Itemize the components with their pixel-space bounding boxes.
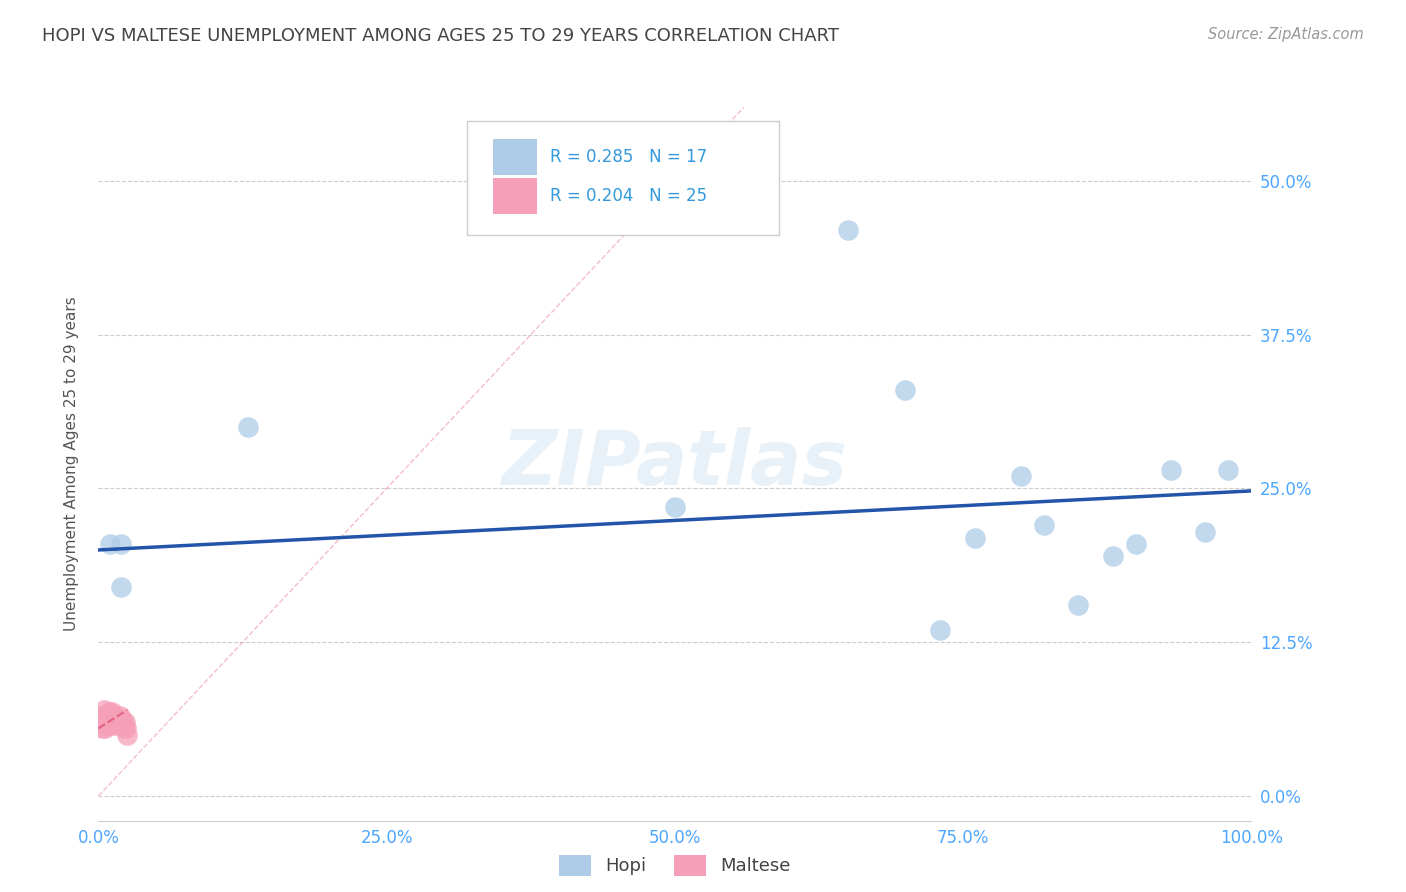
Point: [664, 500, 686, 514]
Point: [96, 709, 118, 723]
Point: [238, 420, 260, 434]
Text: R = 0.204   N = 25: R = 0.204 N = 25: [550, 187, 707, 205]
Point: [1102, 549, 1125, 563]
Point: [963, 531, 986, 545]
Point: [103, 709, 125, 723]
Point: [103, 717, 125, 731]
Point: [110, 537, 132, 551]
Point: [98, 712, 121, 726]
Text: HOPI VS MALTESE UNEMPLOYMENT AMONG AGES 25 TO 29 YEARS CORRELATION CHART: HOPI VS MALTESE UNEMPLOYMENT AMONG AGES …: [42, 27, 839, 45]
Point: [111, 715, 134, 730]
Point: [112, 722, 135, 736]
Point: [90, 722, 112, 736]
Point: [110, 709, 132, 723]
Point: [1067, 599, 1090, 613]
Point: [97, 706, 120, 720]
Point: [1218, 463, 1240, 477]
Point: [98, 537, 121, 551]
Point: [108, 715, 131, 730]
Legend: Hopi, Maltese: Hopi, Maltese: [551, 847, 799, 883]
Point: [110, 712, 132, 726]
Point: [90, 715, 112, 730]
Point: [97, 717, 120, 731]
FancyBboxPatch shape: [492, 139, 537, 175]
Point: [104, 712, 127, 726]
Point: [1194, 524, 1216, 539]
Point: [837, 223, 859, 237]
Point: [929, 623, 952, 637]
Point: [91, 713, 114, 727]
Text: Source: ZipAtlas.com: Source: ZipAtlas.com: [1208, 27, 1364, 42]
Point: [101, 706, 124, 720]
Point: [1125, 537, 1147, 551]
Point: [107, 717, 129, 731]
Y-axis label: Unemployment Among Ages 25 to 29 years: Unemployment Among Ages 25 to 29 years: [65, 296, 79, 632]
Point: [93, 703, 115, 717]
Point: [894, 383, 917, 397]
Point: [94, 722, 117, 736]
Point: [100, 715, 122, 730]
Point: [105, 715, 128, 730]
Point: [1160, 463, 1182, 477]
FancyBboxPatch shape: [467, 121, 779, 235]
Point: [114, 715, 136, 730]
Text: R = 0.285   N = 17: R = 0.285 N = 17: [550, 148, 707, 166]
FancyBboxPatch shape: [492, 178, 537, 214]
Point: [1032, 518, 1054, 533]
Point: [115, 722, 138, 736]
Point: [89, 709, 111, 723]
Point: [117, 727, 139, 741]
Point: [1010, 469, 1032, 483]
Point: [110, 580, 132, 594]
Text: ZIPatlas: ZIPatlas: [502, 427, 848, 500]
